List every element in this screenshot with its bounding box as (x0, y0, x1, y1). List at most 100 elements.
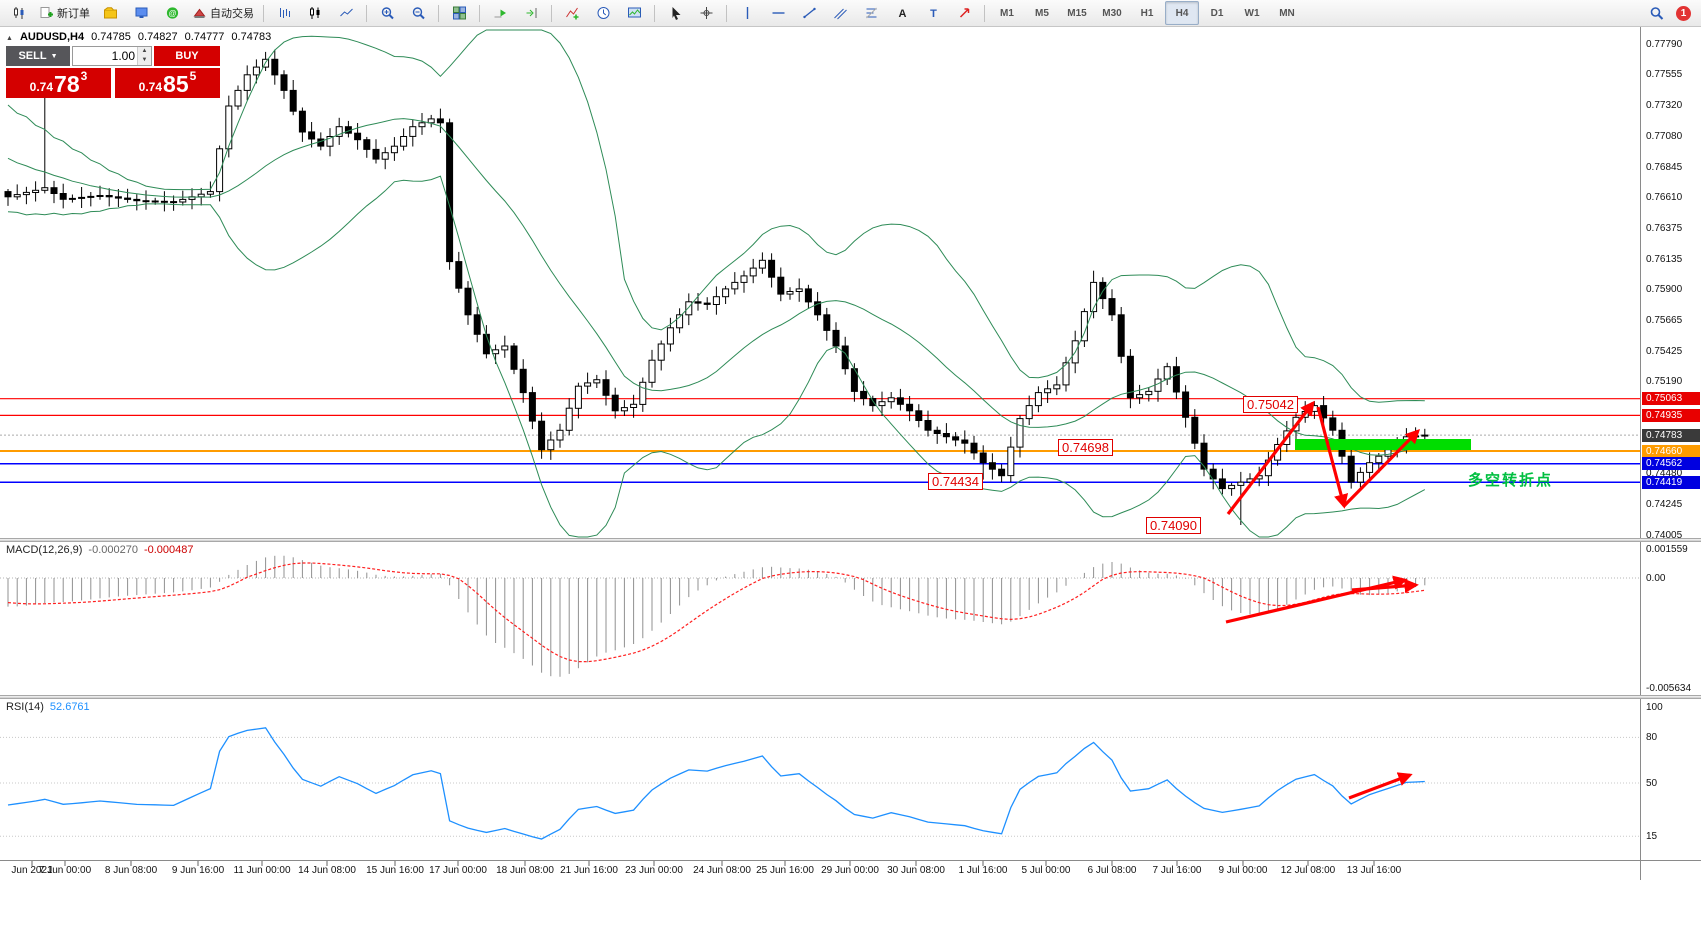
fibonacci-tool-button[interactable] (856, 1, 886, 25)
community-button[interactable]: @ (157, 1, 187, 25)
new-order-label: 新订单 (57, 8, 90, 20)
price-line-badge: 0.74783 (1642, 429, 1700, 442)
zoom-in-button[interactable] (372, 1, 402, 25)
macd-axis-label: -0.005634 (1646, 683, 1692, 694)
tile-windows-button[interactable] (444, 1, 474, 25)
vertical-line-icon (746, 7, 748, 19)
timeframe-m1-button[interactable]: M1 (1000, 7, 1014, 19)
arrows-tool-button[interactable] (949, 1, 979, 25)
new-order-button[interactable]: 新订单 (35, 1, 94, 25)
macd-axis-label: 0.001559 (1646, 544, 1688, 555)
time-axis-label: 7 Jun 00:00 (38, 865, 92, 876)
zoom-out-icon (412, 7, 425, 20)
new-chart-button[interactable] (4, 1, 34, 25)
templates-button[interactable] (619, 1, 649, 25)
vertical-line-tool-button[interactable] (732, 1, 762, 25)
auto-scroll-button[interactable] (485, 1, 515, 25)
autotrading-button[interactable]: 自动交易 (188, 1, 258, 25)
price-callout[interactable]: 0.75042 (1243, 396, 1298, 413)
price-callout[interactable]: 0.74434 (928, 473, 983, 490)
templates-icon (627, 7, 641, 18)
line-chart-button[interactable] (331, 1, 361, 25)
macd-signal-value: -0.000487 (143, 544, 194, 556)
volume-input[interactable] (73, 49, 137, 63)
volume-up-icon[interactable]: ▲ (138, 47, 151, 56)
sell-price-button[interactable]: 0.74 78 3 (6, 68, 111, 98)
time-axis-label: 29 Jun 00:00 (821, 865, 879, 876)
price-callout[interactable]: 0.74090 (1146, 517, 1201, 534)
bar-high-value: 0.74827 (137, 31, 178, 43)
notification-badge[interactable]: 1 (1676, 5, 1691, 21)
price-axis-label: 0.75190 (1646, 376, 1683, 387)
horizontal-line-tool-button[interactable] (763, 1, 793, 25)
indicators-button[interactable] (557, 1, 587, 25)
rsi-value: 52.6761 (49, 701, 90, 713)
main-toolbar: 新订单 @ 自动交易 A T M1 M5 M15 M30 H1 H4 D1 W1 MN 1 (0, 0, 1701, 27)
toolbar-separator (438, 4, 439, 22)
buy-price-button[interactable]: 0.74 85 5 (115, 68, 220, 98)
price-callout[interactable]: 0.74698 (1058, 439, 1113, 456)
timeframe-mn-button[interactable]: MN (1279, 7, 1295, 19)
timeframe-m15-button[interactable]: M15 (1067, 7, 1087, 19)
text-label-tool-button[interactable]: T (918, 1, 948, 25)
time-axis-label: 13 Jul 16:00 (1346, 865, 1402, 876)
timeframe-toolbar: M1 M5 M15 M30 H1 H4 D1 W1 MN (990, 1, 1304, 25)
chart-shift-button[interactable] (516, 1, 546, 25)
time-axis-label: 6 Jul 08:00 (1087, 865, 1137, 876)
svg-text:T: T (930, 8, 937, 20)
timeframe-m5-button[interactable]: M5 (1035, 7, 1049, 19)
sell-label: SELL (18, 50, 47, 62)
channel-tool-button[interactable] (825, 1, 855, 25)
zoom-out-button[interactable] (403, 1, 433, 25)
macd-panel-separator[interactable] (0, 538, 1701, 542)
price-line-badge: 0.75063 (1642, 392, 1700, 405)
price-axis-label: 0.75900 (1646, 284, 1683, 295)
profiles-button[interactable] (95, 1, 125, 25)
trendline-icon (802, 7, 816, 19)
buy-header[interactable]: BUY (154, 46, 220, 66)
sell-price-pips: 78 (54, 71, 80, 97)
volume-stepper: ▲ ▼ (137, 47, 151, 65)
text-label-icon: T (930, 8, 937, 20)
terminal-button[interactable] (126, 1, 156, 25)
buy-price-point: 5 (189, 69, 197, 83)
price-axis-border (1640, 27, 1641, 880)
volume-down-icon[interactable]: ▼ (138, 56, 151, 65)
chart-header: ▲ AUDUSD,H4 0.74785 0.74827 0.74777 0.74… (6, 31, 271, 43)
time-axis-label: 14 Jun 08:00 (298, 865, 356, 876)
price-axis-label: 0.76375 (1646, 223, 1683, 234)
timeframe-d1-button[interactable]: D1 (1210, 7, 1224, 19)
sell-header[interactable]: SELL ▼ (6, 46, 70, 66)
timeframe-h4-button[interactable]: H4 (1165, 1, 1199, 25)
turning-point-note[interactable]: 多空转折点 (1468, 472, 1554, 489)
macd-main-value: -0.000270 (88, 544, 138, 556)
chart-collapse-icon[interactable]: ▲ (6, 35, 13, 42)
rsi-name: RSI(14) (6, 701, 44, 713)
time-axis-label: 15 Jun 16:00 (366, 865, 424, 876)
chevron-down-icon: ▼ (50, 52, 58, 60)
cursor-button[interactable] (660, 1, 690, 25)
candlestick-chart-icon (309, 7, 319, 19)
toolbar-separator (984, 4, 985, 22)
search-button[interactable] (1641, 1, 1671, 25)
sell-price-main: 0.74 (29, 80, 54, 94)
time-axis-label: Jun 2021 (11, 865, 53, 876)
time-axis-label: 8 Jun 08:00 (104, 865, 158, 876)
timeframe-w1-button[interactable]: W1 (1244, 7, 1260, 19)
trendline-tool-button[interactable] (794, 1, 824, 25)
time-axis-label: 12 Jul 08:00 (1280, 865, 1336, 876)
toolbar-separator (726, 4, 727, 22)
bar-chart-button[interactable] (269, 1, 299, 25)
rsi-panel-separator[interactable] (0, 695, 1701, 699)
timeframe-h1-button[interactable]: H1 (1140, 7, 1154, 19)
candlestick-chart-button[interactable] (300, 1, 330, 25)
text-tool-icon: A (898, 8, 906, 20)
crosshair-button[interactable] (691, 1, 721, 25)
channel-icon (833, 8, 847, 20)
timeframe-m30-button[interactable]: M30 (1102, 7, 1122, 19)
periods-button[interactable] (588, 1, 618, 25)
macd-axis-label: 0.00 (1646, 573, 1666, 584)
line-chart-icon (339, 8, 353, 17)
text-tool-button[interactable]: A (887, 1, 917, 25)
